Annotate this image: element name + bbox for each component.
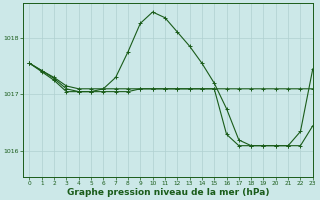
X-axis label: Graphe pression niveau de la mer (hPa): Graphe pression niveau de la mer (hPa) [67, 188, 269, 197]
